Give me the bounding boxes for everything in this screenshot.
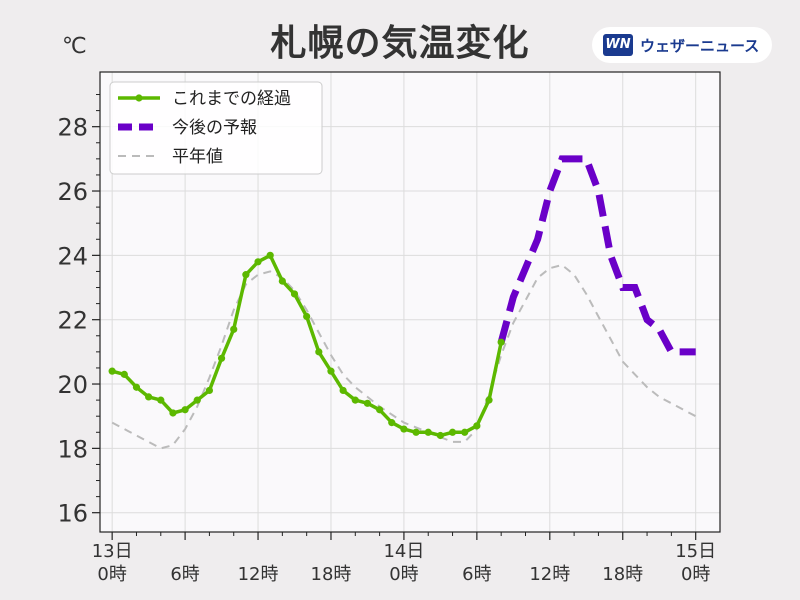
observed-point bbox=[339, 386, 347, 395]
observed-point bbox=[351, 396, 359, 404]
observed-point bbox=[303, 312, 311, 321]
brand-logo-icon: WN bbox=[603, 34, 633, 56]
y-tick-label: 24 bbox=[57, 242, 88, 270]
observed-point bbox=[327, 367, 335, 375]
observed-point bbox=[485, 396, 493, 404]
chart-title: 札幌の気温変化 bbox=[270, 23, 530, 64]
x-tick-label: 0時 bbox=[389, 564, 418, 585]
observed-point bbox=[169, 409, 177, 417]
y-tick-label: 16 bbox=[57, 500, 88, 528]
observed-point bbox=[400, 425, 408, 433]
y-tick-label: 26 bbox=[57, 178, 88, 206]
brand-name: ウェザーニュース bbox=[640, 37, 760, 55]
observed-point bbox=[230, 325, 238, 333]
observed-point bbox=[145, 393, 153, 401]
y-tick-label: 28 bbox=[57, 114, 88, 142]
x-tick-label: 18時 bbox=[311, 564, 352, 585]
observed-point bbox=[290, 290, 299, 298]
observed-point bbox=[363, 399, 372, 407]
brand-badge[interactable]: WN ウェザーニュース bbox=[592, 27, 772, 63]
observed-point bbox=[132, 383, 141, 391]
observed-point bbox=[193, 396, 201, 404]
x-tick-label: 14日 bbox=[383, 541, 424, 562]
observed-point bbox=[473, 422, 481, 430]
observed-point bbox=[315, 348, 323, 356]
x-tick-label: 18時 bbox=[602, 564, 643, 585]
observed-point bbox=[217, 354, 226, 362]
x-tick-label: 12時 bbox=[238, 564, 279, 585]
legend-box bbox=[109, 81, 323, 175]
legend-marker-observed bbox=[135, 94, 143, 102]
observed-point bbox=[157, 396, 165, 404]
observed-point bbox=[424, 428, 432, 436]
observed-point bbox=[436, 431, 444, 440]
observed-point bbox=[108, 367, 116, 375]
observed-point bbox=[376, 406, 384, 414]
plot-frame bbox=[99, 71, 721, 533]
legend-label-observed: これまでの経過 bbox=[172, 89, 291, 109]
observed-point bbox=[254, 258, 262, 266]
x-tick-label: 6時 bbox=[462, 564, 491, 585]
x-tick-label: 6時 bbox=[170, 564, 199, 585]
observed-point bbox=[388, 419, 396, 427]
observed-point bbox=[412, 428, 420, 436]
x-tick-label: 0時 bbox=[97, 564, 126, 585]
y-tick-label: 22 bbox=[57, 307, 88, 335]
x-tick-label: 15日 bbox=[675, 541, 716, 562]
observed-point bbox=[266, 251, 274, 259]
legend-label-normal: 平年値 bbox=[172, 147, 223, 167]
x-tick-label: 13日 bbox=[92, 541, 133, 562]
observed-point bbox=[497, 338, 505, 346]
observed-point bbox=[205, 386, 214, 395]
y-tick-label: 18 bbox=[57, 435, 88, 463]
y-unit-label: ℃ bbox=[62, 34, 87, 59]
forecast-series-line bbox=[497, 155, 696, 356]
y-tick-label: 20 bbox=[57, 371, 88, 399]
observed-point bbox=[448, 428, 457, 436]
observed-point bbox=[242, 271, 250, 279]
observed-point bbox=[120, 370, 128, 378]
x-tick-label: 0時 bbox=[681, 564, 710, 585]
x-tick-label: 12時 bbox=[529, 564, 570, 585]
observed-point bbox=[461, 428, 469, 436]
observed-point bbox=[181, 406, 189, 414]
legend-label-forecast: 今後の予報 bbox=[172, 118, 257, 138]
observed-point bbox=[278, 277, 286, 285]
